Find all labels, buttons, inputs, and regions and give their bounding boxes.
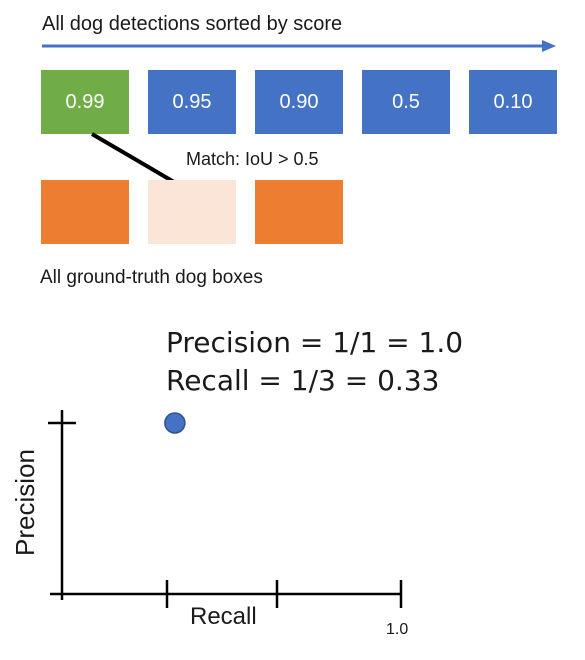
header-title: All dog detections sorted by score xyxy=(42,13,343,35)
pr-point xyxy=(164,412,186,434)
detection-box: 0.95 xyxy=(148,70,236,134)
x-tick-label: 1.0 xyxy=(386,621,409,638)
precision-formula: Precision = 1/1 = 1.0 xyxy=(166,326,464,359)
y-axis-label: Precision xyxy=(10,449,40,556)
ground-truth-caption: All ground-truth dog boxes xyxy=(40,267,263,288)
detection-box: 0.90 xyxy=(255,70,343,134)
ground-truth-box xyxy=(41,180,129,244)
detection-box: 0.10 xyxy=(469,70,557,134)
detection-box: 0.99 xyxy=(41,70,129,134)
detection-score: 0.95 xyxy=(172,90,212,113)
ground-truth-box xyxy=(255,180,343,244)
detection-score: 0.10 xyxy=(493,90,533,113)
detection-score: 0.5 xyxy=(392,90,420,113)
detection-box: 0.5 xyxy=(362,70,450,134)
recall-formula: Recall = 1/3 = 0.33 xyxy=(166,364,440,397)
detection-score: 0.90 xyxy=(279,90,319,113)
x-axis-label: Recall xyxy=(190,603,257,630)
ground-truth-box-matched xyxy=(148,180,236,244)
match-label: Match: IoU > 0.5 xyxy=(186,149,319,169)
detection-score: 0.99 xyxy=(65,90,105,113)
